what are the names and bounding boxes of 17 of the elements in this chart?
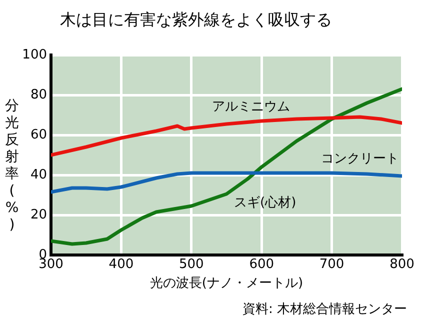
x-axis-title: 光の波長(ナノ・メートル): [148, 275, 304, 292]
y-tick-label: 100: [22, 47, 47, 62]
chart-title: 木は目に有害な紫外線をよく吸収する: [60, 10, 332, 31]
series-label: スギ(心材): [234, 194, 296, 210]
series-label: コンクリート: [320, 151, 399, 166]
y-tick-label: 60: [30, 127, 47, 142]
text: 資料: 木材総合情報センター: [242, 301, 407, 318]
y-axis-title: 分光反射率(%): [4, 98, 20, 234]
y-tick-label: 20: [30, 207, 47, 222]
x-tick-label: 400: [108, 257, 134, 272]
x-tick-label: 500: [178, 257, 204, 272]
x-tick-label: 600: [249, 257, 274, 272]
series-label: アルミニウム: [212, 99, 290, 114]
x-tick-label: 800: [390, 257, 414, 272]
x-tick-label: 700: [319, 257, 344, 272]
y-tick-label: 80: [30, 87, 47, 102]
y-tick-label: 40: [30, 167, 47, 182]
